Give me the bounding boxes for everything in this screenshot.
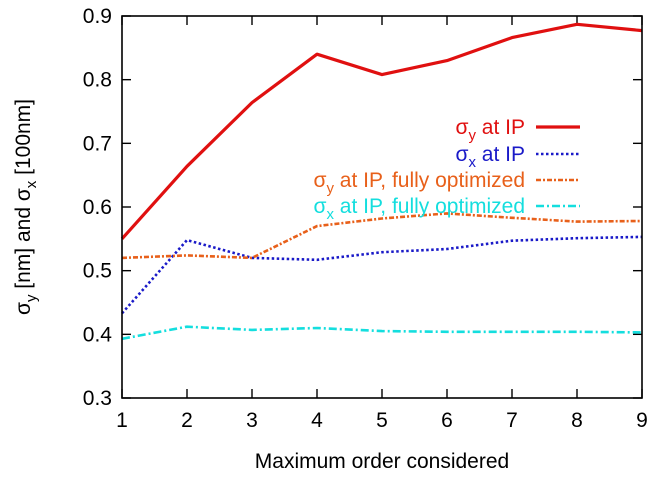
legend-label-2: σy at IP, fully optimized [313,169,525,197]
x-tick-label-4: 5 [376,409,388,432]
legend-label-0: σy at IP [456,116,526,144]
x-tick-label-8: 9 [636,409,648,432]
y-axis-title-mid: [nm] and [12,201,35,294]
legend-text-1: at IP [476,143,525,166]
y-axis-title-sub-1: y [23,294,40,302]
x-tick-label-3: 4 [311,409,323,432]
legend-sigma-1: σ [456,143,469,166]
legend-label-3: σx at IP, fully optimized [313,195,525,223]
y-tick-label-3: 0.6 [83,196,112,219]
series-line-2 [121,212,643,260]
x-tick-label-2: 3 [246,409,258,432]
x-tick-label-5: 6 [441,409,453,432]
y-tick-label-6: 0.9 [83,5,112,28]
legend-sigma-3: σ [313,195,326,218]
x-tick-label-7: 8 [571,409,583,432]
series-line-0 [120,22,643,240]
plot-frame [121,15,643,399]
legend-sigma-0: σ [456,116,469,139]
series-lines [120,22,643,341]
legend-sub-2: y [326,180,334,197]
legend-sub-1: x [468,154,476,171]
y-tick-label-1: 0.4 [83,323,113,346]
x-tick-label-6: 7 [506,409,518,432]
y-axis-title-sub-2: x [23,180,40,188]
x-tick-label-1: 2 [181,409,193,432]
y-tick-label-5: 0.8 [83,69,112,92]
legend-sub-3: x [326,206,334,223]
y-tick-label-0: 0.3 [83,387,112,410]
series-line-1 [121,235,643,315]
x-axis-ticks: 1 2 3 4 5 6 7 8 9 [116,16,648,432]
legend-label-1: σx at IP [456,143,526,171]
series-line-3 [121,325,643,341]
legend-text-0: at IP [476,116,525,139]
y-tick-label-4: 0.7 [83,132,112,155]
legend-text-2: at IP, fully optimized [334,169,525,192]
legend-sub-0: y [468,127,476,144]
x-tick-label-0: 1 [116,409,128,432]
y-axis-title-sigma-2: σ [12,188,35,201]
legend-text-3: at IP, fully optimized [334,195,525,218]
legend-sigma-2: σ [313,169,326,192]
y-axis-title-sigma-1: σ [12,302,35,315]
y-tick-label-2: 0.5 [83,260,112,283]
x-axis-title: Maximum order considered [255,450,509,473]
y-axis-title: σy [nm] and σx [100nm] [12,99,40,315]
y-axis-title-end: [100nm] [12,99,35,181]
